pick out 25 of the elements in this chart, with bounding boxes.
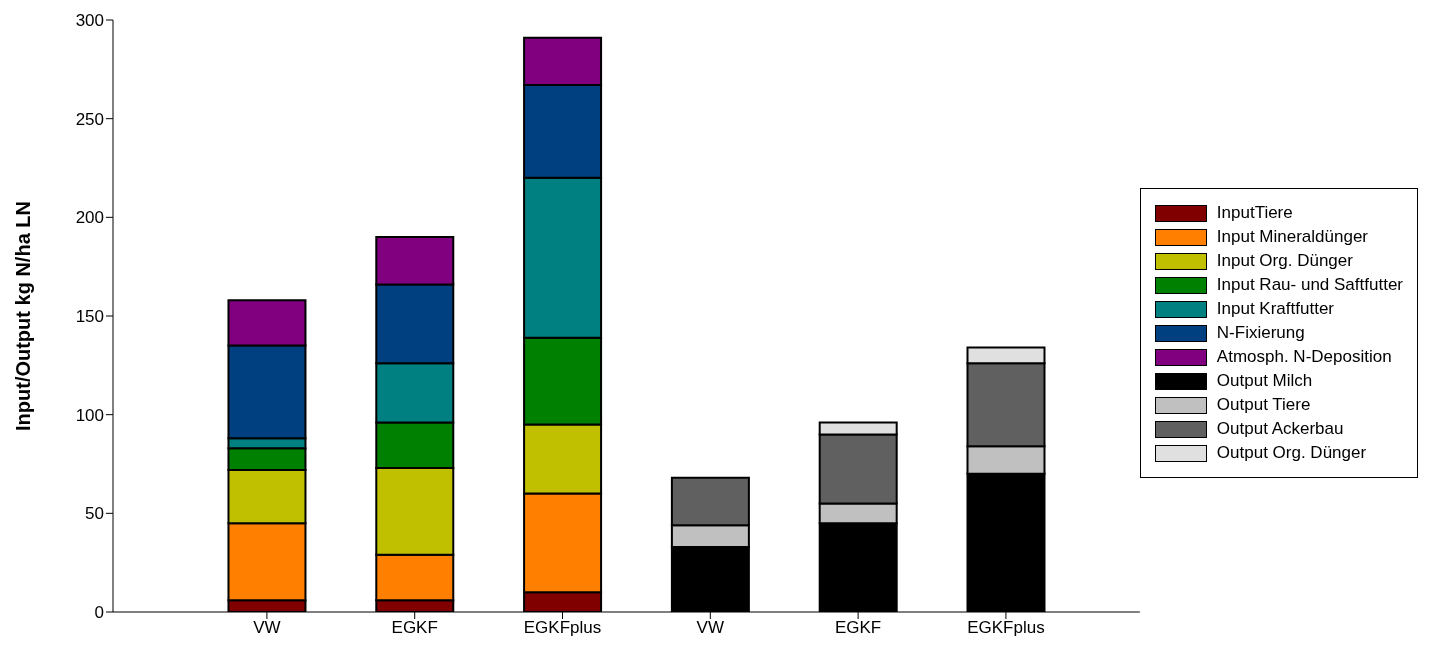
x-tick-label: EGKFplus — [523, 618, 602, 638]
legend-label: Output Org. Dünger — [1216, 443, 1367, 463]
legend-label: Input Rau- und Saftfutter — [1216, 275, 1403, 295]
legend-label: Output Ackerbau — [1216, 419, 1344, 439]
y-tick-label: 50 — [85, 504, 104, 524]
y-tick-label: 300 — [75, 11, 104, 31]
legend-label: Input Org. Dünger — [1216, 251, 1353, 271]
legend-label: Output Tiere — [1216, 395, 1311, 415]
legend-label: InputTiere — [1216, 203, 1293, 223]
x-tick-label: EGKF — [391, 618, 438, 638]
y-tick-label: 150 — [75, 307, 104, 327]
x-tick-label: VW — [696, 618, 725, 638]
y-tick-label: 100 — [75, 405, 104, 425]
legend-label: Input Mineraldünger — [1216, 227, 1369, 247]
x-tick-label: EGKFplus — [967, 618, 1045, 638]
x-tick-label: EGKF — [834, 618, 882, 638]
y-tick-label: 250 — [75, 109, 104, 129]
y-axis-title: Input/Output kg N/ha LN — [12, 201, 35, 431]
legend-label: Input Kraftfutter — [1216, 299, 1335, 319]
y-tick-label: 200 — [75, 208, 104, 228]
legend-label: Atmosph. N-Deposition — [1216, 347, 1392, 367]
x-tick-label: VW — [253, 618, 281, 638]
legend-label: N-Fixierung — [1216, 323, 1305, 343]
y-tick-label: 0 — [94, 603, 104, 623]
legend-label: Output Milch — [1216, 371, 1313, 391]
